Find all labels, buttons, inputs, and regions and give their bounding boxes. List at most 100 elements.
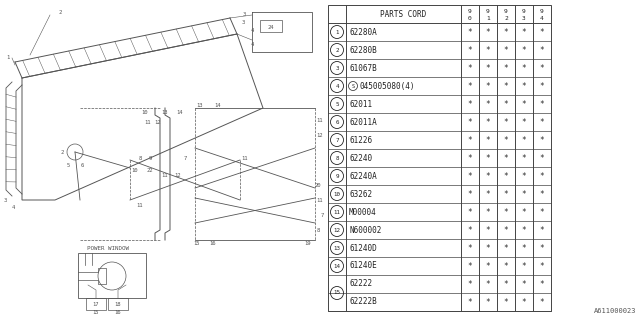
Text: 8: 8: [335, 156, 339, 161]
Text: *: *: [468, 226, 472, 235]
Text: 9: 9: [522, 9, 526, 13]
Text: 62280A: 62280A: [349, 28, 377, 36]
Text: 9: 9: [540, 9, 544, 13]
Text: *: *: [504, 135, 508, 145]
Text: 61226: 61226: [349, 135, 372, 145]
Text: 2: 2: [58, 10, 61, 14]
Text: 9: 9: [335, 173, 339, 179]
Text: 13: 13: [333, 245, 340, 251]
Text: 12: 12: [317, 132, 323, 138]
Text: *: *: [468, 154, 472, 163]
Text: *: *: [486, 28, 490, 36]
Text: M00004: M00004: [349, 207, 377, 217]
Text: *: *: [522, 207, 526, 217]
Text: *: *: [468, 189, 472, 198]
Text: *: *: [540, 226, 544, 235]
Text: 2: 2: [504, 15, 508, 20]
Text: *: *: [522, 82, 526, 91]
Text: 8: 8: [138, 156, 141, 161]
Text: 62240: 62240: [349, 154, 372, 163]
Text: *: *: [540, 244, 544, 252]
Text: *: *: [522, 261, 526, 270]
Text: *: *: [522, 100, 526, 108]
Text: *: *: [522, 244, 526, 252]
Text: N600002: N600002: [349, 226, 381, 235]
Text: 0: 0: [468, 15, 472, 20]
Text: 61240D: 61240D: [349, 244, 377, 252]
Bar: [78, 253, 146, 298]
Text: *: *: [504, 244, 508, 252]
Text: *: *: [540, 207, 544, 217]
Text: *: *: [486, 172, 490, 180]
Text: *: *: [486, 244, 490, 252]
Text: 3: 3: [243, 12, 246, 17]
Text: *: *: [486, 45, 490, 54]
Text: *: *: [486, 154, 490, 163]
Text: 62222B: 62222B: [349, 298, 377, 307]
Text: 4: 4: [12, 204, 15, 210]
Text: *: *: [486, 117, 490, 126]
Text: *: *: [486, 226, 490, 235]
Text: 18: 18: [115, 302, 121, 308]
Text: 5: 5: [67, 163, 70, 167]
Text: *: *: [504, 172, 508, 180]
Text: 19: 19: [305, 241, 311, 245]
Text: *: *: [522, 226, 526, 235]
Text: 11: 11: [333, 210, 340, 214]
Text: 2: 2: [60, 149, 63, 155]
Text: *: *: [486, 135, 490, 145]
Text: *: *: [504, 63, 508, 73]
Text: 8: 8: [316, 228, 319, 233]
Text: 2: 2: [335, 47, 339, 52]
Text: 61067B: 61067B: [349, 63, 377, 73]
Text: 3: 3: [3, 197, 6, 203]
Text: *: *: [468, 244, 472, 252]
Text: 62222: 62222: [349, 279, 372, 289]
Text: *: *: [486, 82, 490, 91]
Text: *: *: [468, 63, 472, 73]
Text: *: *: [486, 279, 490, 289]
Text: 62280B: 62280B: [349, 45, 377, 54]
Text: 7: 7: [335, 138, 339, 142]
Text: 9: 9: [486, 9, 490, 13]
Text: *: *: [522, 172, 526, 180]
Text: 11: 11: [145, 119, 151, 124]
Text: *: *: [504, 298, 508, 307]
Text: 1: 1: [486, 15, 490, 20]
Text: *: *: [522, 279, 526, 289]
Text: *: *: [522, 45, 526, 54]
Text: 14: 14: [177, 109, 183, 115]
Text: *: *: [468, 82, 472, 91]
Text: 22: 22: [147, 167, 153, 172]
Text: *: *: [540, 100, 544, 108]
Text: 20: 20: [315, 182, 321, 188]
Text: PARTS CORD: PARTS CORD: [380, 10, 427, 19]
Text: 1: 1: [335, 29, 339, 35]
Text: 62240A: 62240A: [349, 172, 377, 180]
Text: 16: 16: [115, 309, 121, 315]
Bar: [108, 298, 128, 310]
Text: 10: 10: [132, 167, 138, 172]
Text: *: *: [504, 207, 508, 217]
Text: 11: 11: [317, 117, 323, 123]
Text: *: *: [522, 117, 526, 126]
Text: *: *: [504, 261, 508, 270]
Text: *: *: [468, 261, 472, 270]
Text: 045005080(4): 045005080(4): [360, 82, 415, 91]
Text: *: *: [504, 226, 508, 235]
Text: 10: 10: [141, 109, 148, 115]
Text: *: *: [504, 45, 508, 54]
Text: 14: 14: [333, 263, 340, 268]
Text: POWER WINDOW: POWER WINDOW: [87, 245, 129, 251]
Text: 4: 4: [250, 28, 253, 33]
Text: *: *: [540, 261, 544, 270]
Text: *: *: [540, 28, 544, 36]
Text: 15: 15: [93, 309, 99, 315]
Text: *: *: [486, 298, 490, 307]
Text: 12: 12: [175, 172, 181, 178]
Text: 3: 3: [522, 15, 526, 20]
Text: *: *: [504, 117, 508, 126]
Text: *: *: [504, 82, 508, 91]
Text: *: *: [504, 100, 508, 108]
Text: 12: 12: [155, 119, 161, 124]
